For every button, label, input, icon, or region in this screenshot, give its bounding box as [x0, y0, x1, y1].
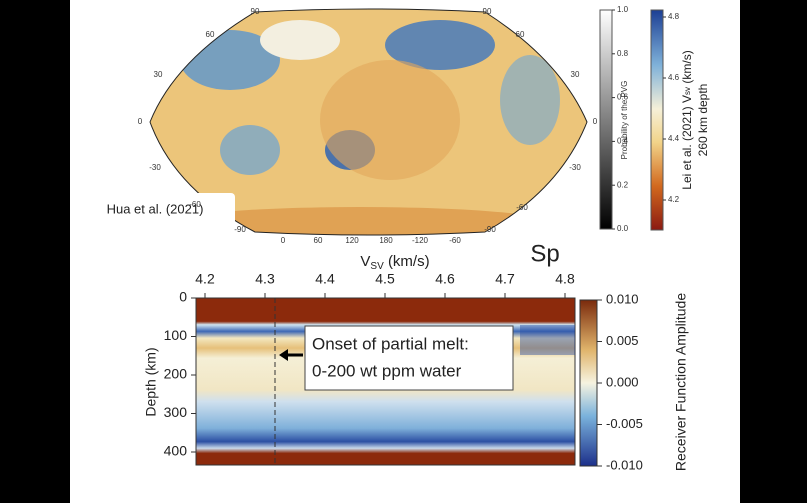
- tick-label: 4.2: [668, 195, 680, 204]
- lat-label: 60: [206, 30, 215, 39]
- lat-label: -90: [484, 225, 496, 234]
- y-tick-label: 400: [164, 443, 188, 459]
- x-tick-label: 4.7: [495, 271, 515, 287]
- tick-label: 4.4: [668, 134, 680, 143]
- x-tick-label: 4.6: [435, 271, 455, 287]
- lat-label: -60: [516, 203, 528, 212]
- lon-label: 60: [314, 236, 323, 245]
- lat-label: -30: [569, 163, 581, 172]
- attribution-box: [75, 193, 235, 227]
- tick-label: 0.010: [606, 291, 639, 306]
- y-tick-label: 0: [179, 289, 187, 305]
- tick-label: 4.6: [668, 73, 680, 82]
- lat-label: 0: [593, 117, 598, 126]
- lat-label: -30: [149, 163, 161, 172]
- vsv-colorbar: [650, 9, 664, 231]
- lon-label: -120: [412, 236, 429, 245]
- lon-label: 0: [281, 236, 286, 245]
- lat-label: 0: [138, 117, 143, 126]
- tick-label: 0.005: [606, 333, 639, 348]
- pvg-label: Probability of the PVG: [620, 81, 629, 160]
- x-tick-label: 4.8: [555, 271, 575, 287]
- y-tick-label: 300: [164, 404, 188, 420]
- tick-label: 0.8: [617, 49, 629, 58]
- tick-label: -0.010: [606, 457, 643, 472]
- tick-label: 0.6: [617, 93, 629, 102]
- lat-label: 90: [251, 7, 260, 16]
- pvg-colorbar: [599, 9, 613, 230]
- lat-label: -90: [234, 225, 246, 234]
- lat-label: 30: [571, 70, 580, 79]
- vsv-label: Lei et al. (2021) Vsv (km/s): [680, 50, 694, 189]
- profile-anomaly: [520, 325, 575, 355]
- rf-colorbar-label: Receiver Function Amplitude: [673, 293, 689, 471]
- tick-label: 0.0: [617, 224, 629, 233]
- lat-label: -60: [189, 200, 201, 209]
- lat-label: 30: [154, 70, 163, 79]
- map-border: [149, 8, 588, 236]
- x-tick-label: 4.3: [255, 271, 275, 287]
- tick-label: 1.0: [617, 5, 629, 14]
- attribution: Hua et al. (2021): [107, 201, 204, 216]
- lon-label: -60: [449, 236, 461, 245]
- vsv-depth-label: 260 km depth: [696, 84, 710, 157]
- y-axis-label: Depth (km): [143, 347, 159, 416]
- tick-label: 0.2: [617, 180, 629, 189]
- arrow-head: [279, 349, 288, 361]
- y-tick-label: 100: [164, 327, 188, 343]
- tick-label: 0.000: [606, 374, 639, 389]
- annotation-box: [304, 325, 514, 391]
- x-tick-label: 4.2: [195, 271, 215, 287]
- annotation-line: Onset of partial melt:: [312, 334, 469, 353]
- lon-label: 120: [345, 236, 359, 245]
- annotation-line: 0-200 wt ppm water: [312, 361, 462, 380]
- tick-label: -0.005: [606, 416, 643, 431]
- lat-label: 60: [516, 30, 525, 39]
- tick-label: 4.8: [668, 12, 680, 21]
- panel-label: Sp: [530, 240, 559, 267]
- y-tick-label: 200: [164, 366, 188, 382]
- x-axis-label: VSV (km/s): [360, 253, 429, 272]
- lat-label: 90: [483, 7, 492, 16]
- map: [150, 9, 587, 235]
- lon-label: 180: [379, 236, 393, 245]
- rf-colorbar: [579, 299, 598, 467]
- tick-label: 0.4: [617, 137, 629, 146]
- x-tick-label: 4.4: [315, 271, 335, 287]
- x-tick-label: 4.5: [375, 271, 395, 287]
